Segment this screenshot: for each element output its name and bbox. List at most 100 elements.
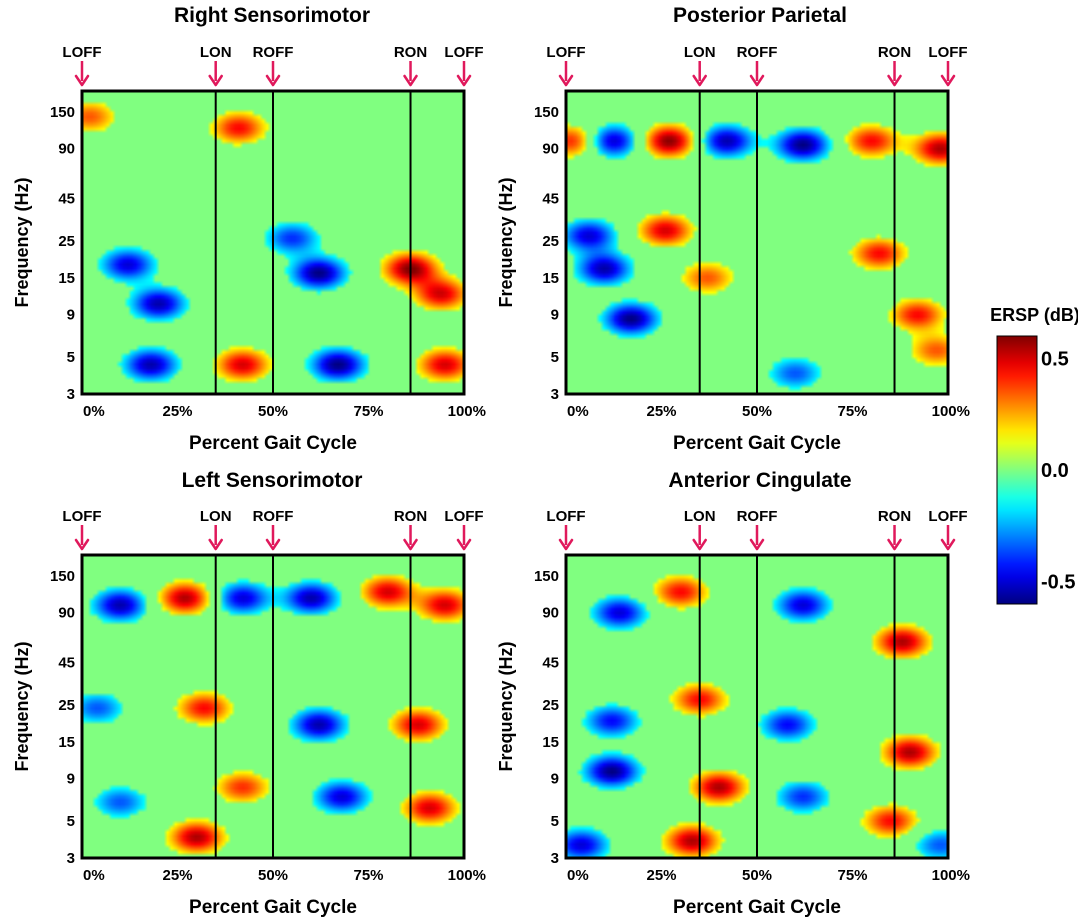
y-tick-label: 25 [542, 697, 559, 714]
y-tick-label: 25 [58, 233, 75, 250]
y-tick-label: 5 [551, 349, 559, 366]
x-axis-label: Percent Gait Cycle [673, 433, 841, 454]
x-tick-label: 100% [448, 403, 486, 420]
colorbar-tick-label: 0.0 [1041, 460, 1069, 482]
y-tick-label: 3 [551, 850, 559, 867]
x-axis-label: Percent Gait Cycle [189, 433, 357, 454]
gait-event-arrowhead [265, 74, 281, 87]
gait-event-arrowhead [692, 74, 707, 87]
gait-event-arrowhead [887, 538, 902, 551]
y-tick-label: 90 [58, 605, 75, 622]
panel-title: Right Sensorimotor [174, 4, 370, 27]
gait-event-arrowhead [403, 74, 418, 87]
y-tick-label: 15 [58, 734, 75, 751]
x-tick-label: 25% [646, 403, 676, 420]
x-tick-label: 0% [83, 867, 105, 884]
gait-event-label: LON [684, 508, 716, 525]
colorbar: ERSP (dB) 0.5 0.0 -0.5 [990, 305, 1078, 605]
y-tick-label: 5 [67, 349, 75, 366]
y-tick-label: 5 [67, 813, 75, 830]
x-tick-label: 75% [837, 867, 867, 884]
x-axis-label: Percent Gait Cycle [189, 897, 357, 918]
x-tick-label: 75% [353, 403, 383, 420]
y-tick-label: 3 [551, 386, 559, 403]
gait-event-arrowhead [558, 538, 574, 551]
y-tick-label: 90 [542, 141, 559, 158]
x-tick-label: 50% [258, 867, 288, 884]
panel-1: LOFF LON ROFF RON LOFF Posterior Parietal 3 5 9 1… [496, 4, 970, 454]
gait-event-label: LON [684, 44, 716, 61]
gait-event-label: ROFF [253, 508, 294, 525]
gait-event-arrowhead [208, 538, 223, 551]
plot-frame [80, 553, 466, 860]
gait-event-label: LON [200, 508, 232, 525]
gait-event-label: LOFF [546, 508, 585, 525]
x-tick-label: 75% [353, 867, 383, 884]
panel-3: LOFF LON ROFF RON LOFF Anterior Cingulate 3 5 9 1… [496, 469, 970, 918]
x-tick-label: 0% [83, 403, 105, 420]
gait-event-arrowhead [74, 74, 90, 87]
y-tick-label: 25 [58, 697, 75, 714]
gait-event-arrowhead [265, 538, 281, 551]
gait-event-arrowhead [692, 538, 707, 551]
panel-title: Posterior Parietal [673, 4, 847, 27]
gait-event-arrowhead [456, 74, 472, 87]
x-tick-label: 0% [567, 867, 589, 884]
gait-event-label: LON [200, 44, 232, 61]
colorbar-tick-label: -0.5 [1041, 572, 1075, 594]
x-tick-label: 50% [742, 403, 772, 420]
gait-event-arrowhead [74, 538, 90, 551]
panel-0: LOFF LON ROFF RON LOFF Right Sensorimotor 3 5 9 1… [12, 4, 486, 454]
y-tick-label: 150 [50, 568, 75, 585]
gait-event-label: LOFF [928, 44, 967, 61]
gait-event-label: ROFF [737, 508, 778, 525]
gait-event-arrowhead [403, 538, 418, 551]
y-tick-label: 15 [58, 270, 75, 287]
gait-event-arrowhead [940, 538, 956, 551]
y-tick-label: 150 [50, 104, 75, 121]
x-tick-label: 75% [837, 403, 867, 420]
y-tick-label: 45 [542, 191, 559, 208]
gait-event-arrowhead [940, 74, 956, 87]
x-tick-label: 25% [162, 867, 192, 884]
y-tick-label: 25 [542, 233, 559, 250]
gait-event-label: LOFF [62, 508, 101, 525]
y-tick-label: 45 [58, 191, 75, 208]
x-tick-label: 100% [932, 403, 970, 420]
y-tick-label: 3 [67, 386, 75, 403]
gait-event-label: RON [878, 508, 911, 525]
x-tick-label: 50% [742, 867, 772, 884]
colorbar-title: ERSP (dB) [990, 305, 1078, 325]
gait-event-label: LOFF [444, 508, 483, 525]
plot-frame [80, 89, 466, 396]
y-tick-label: 9 [551, 771, 559, 788]
plot-frame [564, 89, 950, 396]
plot-frame [564, 553, 950, 860]
gait-event-label: LOFF [444, 44, 483, 61]
gait-event-label: RON [394, 44, 427, 61]
y-tick-label: 150 [534, 104, 559, 121]
gait-event-arrowhead [887, 74, 902, 87]
x-tick-label: 100% [448, 867, 486, 884]
y-axis-label: Frequency (Hz) [12, 177, 32, 307]
gait-event-label: ROFF [253, 44, 294, 61]
y-tick-label: 45 [58, 655, 75, 672]
y-tick-label: 3 [67, 850, 75, 867]
y-tick-label: 150 [534, 568, 559, 585]
y-tick-label: 9 [67, 307, 75, 324]
y-tick-label: 15 [542, 734, 559, 751]
gait-event-label: LOFF [546, 44, 585, 61]
y-tick-label: 90 [58, 141, 75, 158]
gait-event-label: RON [394, 508, 427, 525]
gait-event-arrowhead [749, 538, 765, 551]
gait-event-arrowhead [208, 74, 223, 87]
y-tick-label: 15 [542, 270, 559, 287]
gait-event-arrowhead [456, 538, 472, 551]
x-axis-label: Percent Gait Cycle [673, 897, 841, 918]
y-tick-label: 45 [542, 655, 559, 672]
x-tick-label: 25% [162, 403, 192, 420]
y-tick-label: 90 [542, 605, 559, 622]
gait-event-arrowhead [749, 74, 765, 87]
gait-event-label: LOFF [928, 508, 967, 525]
